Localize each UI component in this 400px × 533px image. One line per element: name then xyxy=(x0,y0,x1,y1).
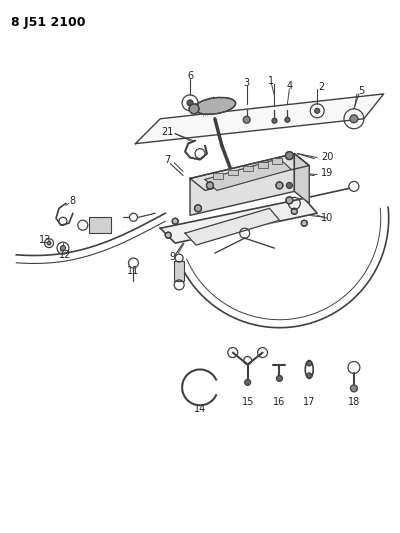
Ellipse shape xyxy=(194,98,236,114)
Circle shape xyxy=(285,117,290,122)
Polygon shape xyxy=(294,154,309,203)
Bar xyxy=(228,169,238,175)
Circle shape xyxy=(301,220,307,226)
Text: 8: 8 xyxy=(70,196,76,206)
Bar xyxy=(213,173,223,180)
Circle shape xyxy=(189,104,199,114)
Text: 1: 1 xyxy=(268,76,274,86)
Circle shape xyxy=(60,246,66,251)
Text: 19: 19 xyxy=(321,168,333,179)
Circle shape xyxy=(286,197,293,204)
Circle shape xyxy=(315,108,320,114)
Text: 11: 11 xyxy=(127,266,140,276)
Polygon shape xyxy=(205,158,291,190)
Circle shape xyxy=(350,385,357,392)
Polygon shape xyxy=(190,154,309,190)
Circle shape xyxy=(286,151,293,159)
Polygon shape xyxy=(185,208,280,245)
Circle shape xyxy=(165,232,171,238)
Circle shape xyxy=(350,115,358,123)
Circle shape xyxy=(286,182,292,188)
Circle shape xyxy=(291,208,297,214)
Polygon shape xyxy=(160,198,317,243)
Text: 3: 3 xyxy=(244,78,250,88)
Circle shape xyxy=(307,373,312,378)
Circle shape xyxy=(172,218,178,224)
Text: 5: 5 xyxy=(358,86,364,96)
Text: 15: 15 xyxy=(242,397,254,407)
Text: 12: 12 xyxy=(59,250,71,260)
Circle shape xyxy=(276,375,282,382)
Text: 20: 20 xyxy=(321,151,333,161)
Circle shape xyxy=(276,182,283,189)
Bar xyxy=(89,217,111,233)
Text: 10: 10 xyxy=(321,213,333,223)
Text: 17: 17 xyxy=(303,397,316,407)
Bar xyxy=(272,158,282,164)
Circle shape xyxy=(272,118,277,123)
Text: 8 J51 2100: 8 J51 2100 xyxy=(11,17,86,29)
Text: 9: 9 xyxy=(169,252,175,262)
Circle shape xyxy=(47,241,51,245)
Polygon shape xyxy=(136,94,384,144)
Text: 13: 13 xyxy=(39,235,51,245)
Text: 2: 2 xyxy=(318,82,324,92)
Text: 18: 18 xyxy=(348,397,360,407)
Text: 21: 21 xyxy=(161,127,174,136)
Text: 7: 7 xyxy=(164,155,170,165)
Text: 6: 6 xyxy=(187,71,193,81)
Circle shape xyxy=(307,361,312,366)
Circle shape xyxy=(243,116,250,123)
Bar xyxy=(243,166,253,172)
Text: 14: 14 xyxy=(194,404,206,414)
Circle shape xyxy=(245,379,251,385)
Circle shape xyxy=(187,100,193,106)
Text: 4: 4 xyxy=(286,81,292,91)
Circle shape xyxy=(194,205,202,212)
Polygon shape xyxy=(190,154,294,215)
Bar xyxy=(174,261,184,281)
Circle shape xyxy=(206,182,214,189)
Bar xyxy=(258,161,268,167)
Text: 16: 16 xyxy=(273,397,286,407)
